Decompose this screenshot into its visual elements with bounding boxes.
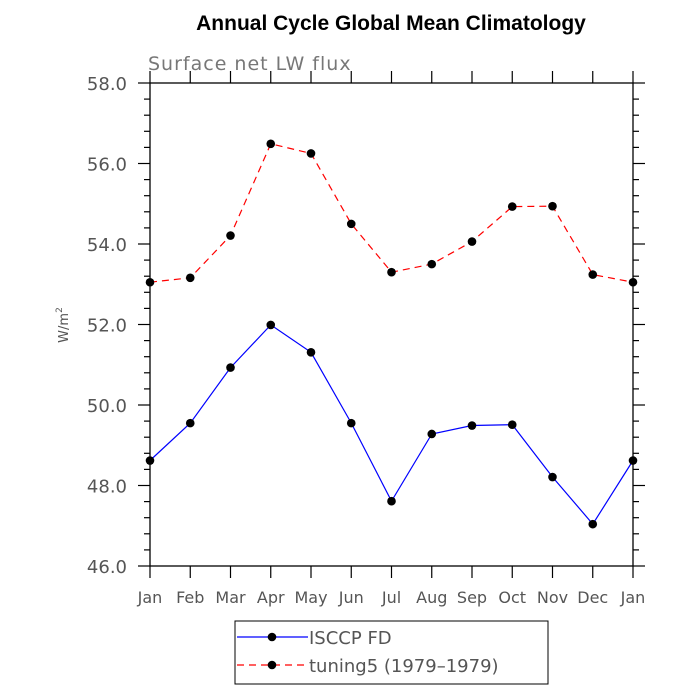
x-tick-label: Jul [381, 588, 401, 607]
x-tick-label: Aug [416, 588, 447, 607]
data-point [548, 472, 557, 482]
legend-label-isccp: ISCCP FD [309, 628, 392, 649]
x-tick-label: Dec [577, 588, 608, 607]
x-tick-label: Apr [257, 588, 285, 607]
series-line-0 [149, 324, 634, 526]
x-tick-label: Feb [176, 588, 204, 607]
series-line-1 [149, 143, 634, 283]
x-tick-label: Mar [215, 588, 246, 607]
data-point [346, 418, 356, 428]
plot-frame [149, 82, 634, 567]
legend-box [234, 620, 549, 685]
chart-title: Annual Cycle Global Mean Climatology [196, 12, 586, 35]
data-point [507, 420, 517, 430]
legend-marker-tuning5 [267, 660, 277, 670]
y-axis-label-superscript: 2 [55, 307, 65, 313]
data-point [387, 496, 396, 506]
legend-label-tuning5: tuning5 (1979–1979) [309, 656, 499, 677]
x-tick-label: Jun [338, 588, 364, 607]
y-tick-label: 56.0 [87, 155, 127, 176]
data-point [266, 320, 276, 330]
data-point [266, 139, 276, 149]
legend-marker-isccp [267, 632, 277, 642]
data-point [588, 270, 598, 279]
chart-subtitle: Surface net LW flux [148, 53, 352, 75]
data-point [226, 363, 235, 372]
y-axis-label: W/m2 [55, 307, 72, 343]
x-tick-label: Jan [620, 588, 646, 607]
data-point [507, 202, 517, 211]
data-point [588, 519, 598, 529]
svg-text:W/m2: W/m2 [55, 307, 72, 343]
data-point [226, 231, 235, 240]
data-point [185, 418, 195, 428]
y-tick-label: 54.0 [87, 235, 127, 256]
data-point [306, 149, 316, 158]
y-tick-label: 48.0 [87, 477, 127, 498]
axis-ticks [138, 71, 645, 578]
data-point [548, 201, 557, 211]
data-point [427, 429, 437, 439]
y-tick-label: 58.0 [87, 74, 127, 95]
y-tick-label: 46.0 [87, 557, 127, 578]
data-point [346, 219, 356, 229]
y-tick-label: 52.0 [87, 316, 127, 337]
data-point [467, 237, 477, 246]
data-point [185, 273, 195, 283]
y-tick-label: 50.0 [87, 396, 127, 417]
y-axis-label-text: W/m [57, 313, 72, 343]
x-tick-label: May [294, 588, 327, 607]
series-layer [145, 139, 638, 529]
axis-tick-labels: 46.0 48.0 50.0 52.0 54.0 56.0 58.0 Jan Feb Mar Apr… [87, 74, 645, 607]
data-point [427, 259, 437, 269]
data-point [467, 421, 477, 430]
x-tick-label: Nov [537, 588, 568, 607]
x-tick-label: Sep [457, 588, 487, 607]
data-point [306, 347, 316, 357]
x-tick-label: Jan [137, 588, 163, 607]
data-point [387, 267, 396, 277]
legend: ISCCP FD tuning5 (1979–1979) [234, 620, 549, 685]
x-tick-label: Oct [498, 588, 526, 607]
